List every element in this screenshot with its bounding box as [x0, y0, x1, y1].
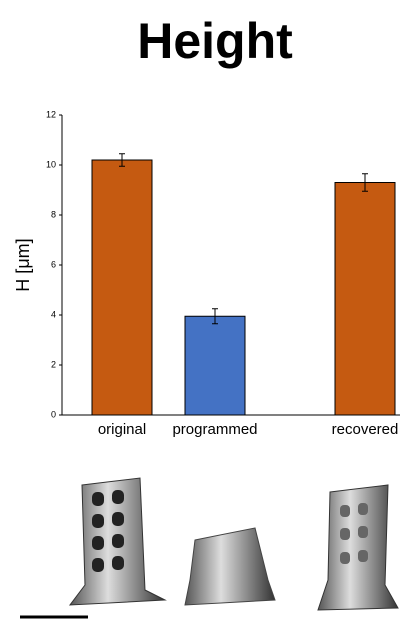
y-axis-label: H [μm]	[13, 238, 33, 291]
y-tick-label: 0	[51, 409, 56, 419]
y-tick-label: 4	[51, 309, 56, 319]
y-tick-label: 6	[51, 259, 56, 269]
y-tick-label: 12	[46, 109, 56, 119]
bar	[335, 183, 395, 416]
bar	[92, 160, 152, 415]
y-tick-label: 2	[51, 359, 56, 369]
y-tick-label: 10	[46, 159, 56, 169]
x-tick-label: recovered	[332, 421, 399, 438]
micrographs	[20, 478, 398, 617]
x-tick-label: original	[98, 421, 146, 438]
x-tick-label: programmed	[172, 421, 257, 438]
y-tick-label: 8	[51, 209, 56, 219]
bar	[185, 316, 245, 415]
chart-title: Height	[137, 13, 293, 69]
figure: Height H [μm] 0 2 4 6 8 10 12 original programme…	[0, 0, 400, 619]
